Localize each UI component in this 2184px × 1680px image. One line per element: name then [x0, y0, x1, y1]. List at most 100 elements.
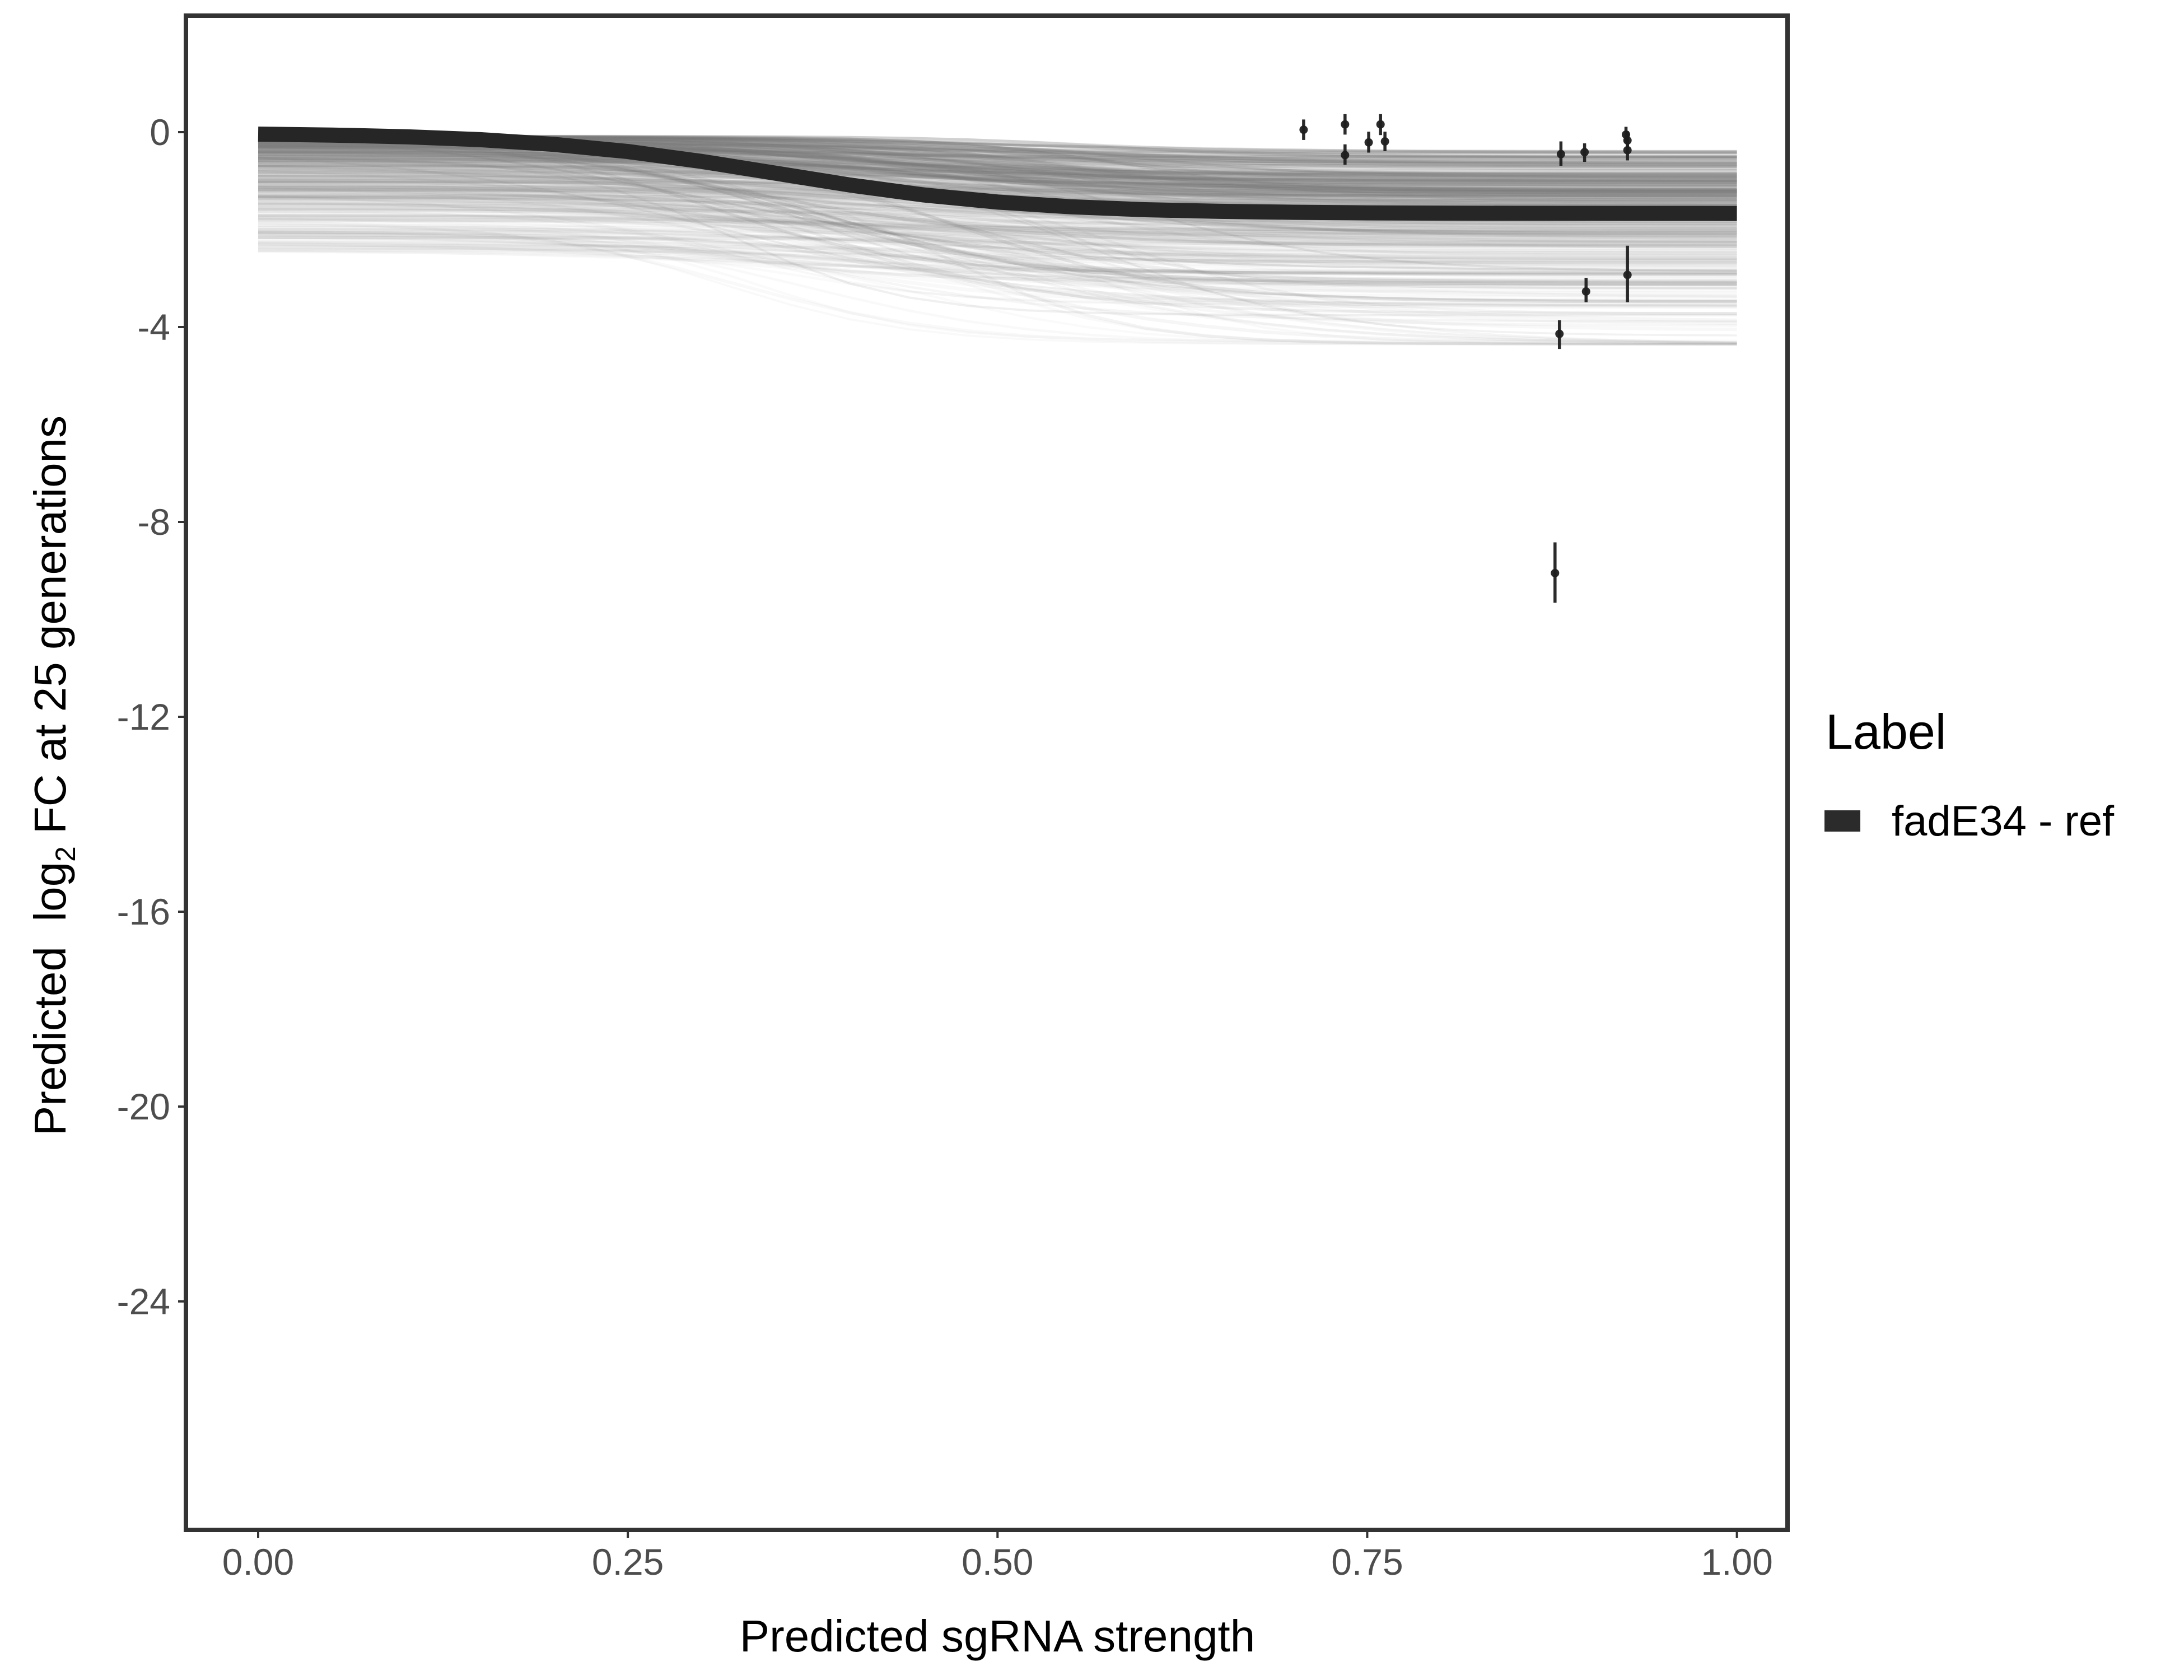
ensemble-curve — [258, 187, 1737, 344]
ensemble-curve — [258, 189, 1737, 226]
ensemble-curve — [258, 152, 1737, 201]
ensemble-curve — [258, 189, 1737, 244]
ensemble-curve — [258, 226, 1737, 263]
pointrange-dot — [1623, 146, 1632, 155]
pointrange-dot — [1556, 150, 1565, 158]
ensemble-curve — [258, 207, 1737, 231]
ensemble-curve — [258, 231, 1737, 269]
pointrange-dot — [1380, 137, 1389, 146]
ensemble-curve — [258, 166, 1737, 197]
y-tick-label: -12 — [117, 696, 170, 738]
x-axis-title: Predicted sgRNA strength — [739, 1611, 1256, 1661]
ensemble-curve — [258, 217, 1737, 325]
ensemble-curve — [258, 157, 1737, 202]
ensemble-curve — [258, 157, 1737, 286]
ensemble-curve — [258, 236, 1737, 282]
ensemble-curve — [258, 157, 1737, 188]
ensemble-curve — [258, 185, 1737, 202]
ensemble-curve — [258, 210, 1737, 306]
ensemble-curve — [258, 151, 1737, 192]
ensemble-curve — [258, 206, 1737, 287]
ensemble-curve — [258, 235, 1737, 260]
ensemble-curve — [258, 244, 1737, 298]
ensemble-curve — [258, 218, 1737, 245]
ensemble-curve — [258, 185, 1737, 235]
ensemble-curve — [258, 214, 1737, 248]
ensemble-curve — [258, 155, 1737, 182]
ensemble-curve — [258, 236, 1737, 253]
ensemble-curves — [258, 134, 1737, 346]
ensemble-curve — [258, 195, 1737, 242]
ensemble-curve — [258, 152, 1737, 191]
ensemble-curve — [258, 214, 1737, 230]
ensemble-curve — [258, 197, 1737, 346]
ensemble-curve — [258, 209, 1737, 251]
ensemble-curve — [258, 183, 1737, 237]
ensemble-curve — [258, 190, 1737, 246]
legend-entry-label: fadE34 - ref — [1892, 797, 2115, 845]
x-tick-label: 0.25 — [592, 1541, 664, 1583]
ensemble-curve — [258, 147, 1737, 180]
ensemble-curve — [258, 192, 1737, 236]
ensemble-curve — [258, 214, 1737, 253]
ensemble-curve — [258, 154, 1737, 193]
y-tick-label: -24 — [117, 1281, 170, 1322]
ensemble-curve — [258, 155, 1737, 206]
ensemble-curve — [258, 170, 1737, 198]
x-tick-label: 0.75 — [1331, 1541, 1403, 1583]
ensemble-curve — [258, 179, 1737, 197]
ensemble-curve — [258, 179, 1737, 239]
ensemble-curve — [258, 231, 1737, 279]
ensemble-curve — [258, 144, 1737, 197]
ensemble-curve — [258, 182, 1737, 344]
ensemble-curve — [258, 230, 1737, 265]
ensemble-curve — [258, 181, 1737, 234]
ensemble-curve — [258, 235, 1737, 308]
ensemble-curve — [258, 142, 1737, 194]
ensemble-curve — [258, 164, 1737, 184]
ensemble-curve — [258, 152, 1737, 174]
ensemble-curve — [258, 159, 1737, 198]
y-tick-label: -4 — [137, 306, 170, 348]
ensemble-curve — [258, 156, 1737, 307]
ensemble-curve — [258, 240, 1737, 295]
ensemble-curve — [258, 207, 1737, 231]
panel-border — [184, 13, 1790, 1532]
ensemble-curve — [258, 231, 1737, 292]
ensemble-curve — [258, 148, 1737, 206]
ensemble-curve — [258, 185, 1737, 246]
ensemble-curve — [258, 152, 1737, 264]
ensemble-curve — [258, 224, 1737, 243]
x-tick-label: 0.50 — [962, 1541, 1033, 1583]
ensemble-curve — [258, 153, 1737, 183]
ensemble-curve — [258, 156, 1737, 315]
ensemble-curve — [258, 188, 1737, 226]
ensemble-curve — [258, 186, 1737, 308]
pointrange-dot — [1376, 120, 1385, 129]
ensemble-curve — [258, 194, 1737, 323]
ensemble-curve — [258, 242, 1737, 285]
ensemble-curve — [258, 197, 1737, 323]
ensemble-curve — [258, 242, 1737, 304]
ensemble-curve — [258, 198, 1737, 235]
ensemble-curve — [258, 211, 1737, 283]
ensemble-curve — [258, 205, 1737, 266]
ensemble-curve — [258, 197, 1737, 236]
ensemble-curve — [258, 163, 1737, 179]
ensemble-curve — [258, 165, 1737, 223]
ensemble-curve — [258, 178, 1737, 236]
ensemble-curve — [258, 248, 1737, 298]
x-tick-label: 0.00 — [222, 1541, 294, 1583]
pointrange-dot — [1299, 125, 1308, 134]
ensemble-curve — [258, 164, 1737, 193]
ensemble-curve — [258, 206, 1737, 236]
ensemble-curve — [258, 198, 1737, 232]
ensemble-curve — [258, 225, 1737, 260]
ensemble-curve — [258, 157, 1737, 284]
ensemble-curve — [258, 164, 1737, 199]
ensemble-curve — [258, 195, 1737, 233]
ensemble-curve — [258, 199, 1737, 260]
ensemble-curve — [258, 232, 1737, 265]
ensemble-curve — [258, 160, 1737, 187]
ensemble-curve — [258, 199, 1737, 229]
